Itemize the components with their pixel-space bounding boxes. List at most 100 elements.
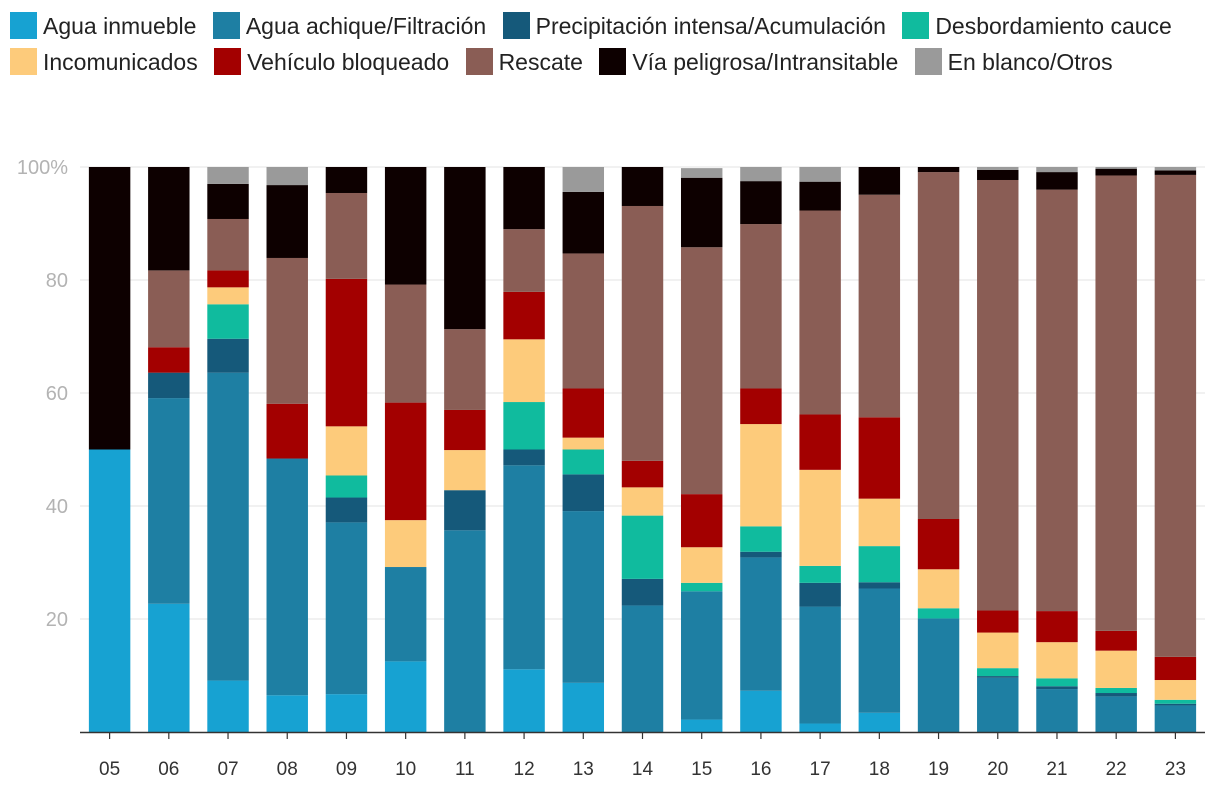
bar-segment <box>799 210 841 415</box>
bar-segment <box>740 424 782 527</box>
bar-segment <box>977 169 1019 180</box>
x-tick-label: 23 <box>1165 759 1186 780</box>
bar-segment <box>740 224 782 389</box>
x-tick-label: 18 <box>869 759 890 780</box>
bar-segment <box>1095 168 1137 176</box>
bar-segment <box>1036 678 1078 687</box>
x-tick-label: 08 <box>277 759 298 780</box>
bar-segment <box>621 578 664 606</box>
bar-segment <box>384 520 427 568</box>
bar-segment <box>680 719 723 732</box>
x-tick-label: 06 <box>158 759 179 780</box>
bar-segment <box>977 179 1019 611</box>
x-tick-label: 21 <box>1046 759 1067 780</box>
bar-segment <box>207 287 249 305</box>
bar-segment <box>1154 703 1197 706</box>
bar-segment <box>740 557 782 691</box>
bar-segment <box>1036 172 1078 190</box>
bar-segment <box>680 582 723 592</box>
x-tick-label: 05 <box>99 759 120 780</box>
bar-segment <box>444 450 486 491</box>
legend-label: Incomunicados <box>43 49 198 75</box>
bar-segment <box>680 494 723 548</box>
x-axis-ticks: 05 06 07 08 09 10 11 12 13 14 15 16 17 18 19 20 21 22 23 <box>99 759 1186 780</box>
bar-segment <box>621 515 664 579</box>
bar-segment <box>325 475 368 498</box>
bar-segment <box>1095 630 1137 651</box>
bar-segment <box>1154 699 1197 704</box>
bar-segment <box>503 669 545 732</box>
bar-segment <box>1036 686 1078 690</box>
bar-segment <box>799 414 841 470</box>
legend-item: Precipitación intensa/Acumulación <box>502 12 886 39</box>
bar-segment <box>266 257 308 404</box>
bar-segment <box>799 469 841 566</box>
bar-segment <box>680 547 723 583</box>
x-tick-label: 16 <box>750 759 771 780</box>
bar-segment <box>148 347 190 373</box>
y-tick-label: 20 <box>46 609 68 631</box>
legend-item: Vía peligrosa/Intransitable <box>599 48 898 75</box>
bar-segment <box>207 680 249 732</box>
bar-segment <box>799 181 841 211</box>
legend-swatch <box>599 48 627 75</box>
bar-segment <box>325 522 368 695</box>
bar-segment <box>444 329 486 410</box>
bar-segment <box>621 487 664 516</box>
y-tick-label: 60 <box>46 383 68 405</box>
legend-label: Agua inmueble <box>43 13 197 39</box>
bar-segment <box>977 668 1019 677</box>
bar-segment <box>858 194 901 418</box>
bar-segment <box>444 167 486 330</box>
bar-segment <box>266 695 308 732</box>
bar-segment <box>1095 693 1137 697</box>
bar-segment <box>1036 642 1078 679</box>
x-tick-label: 20 <box>987 759 1008 780</box>
bar-segment <box>207 218 249 271</box>
bar-segment <box>917 569 960 609</box>
bar-segment <box>562 388 605 438</box>
bar-segment <box>680 168 723 178</box>
bar-segment <box>384 567 427 662</box>
bar-segment <box>1036 611 1078 643</box>
legend-swatch <box>214 48 242 75</box>
legend-label: Agua achique/Filtración <box>245 13 487 39</box>
bar-segment <box>1154 170 1197 175</box>
bar-segment <box>740 551 782 558</box>
bar-segment <box>562 474 605 512</box>
bar-segment <box>1095 687 1137 694</box>
bar-segment <box>562 167 605 192</box>
bar-segment <box>207 167 249 184</box>
bar-segment <box>977 676 1019 678</box>
legend-swatch <box>10 48 37 75</box>
bar-segment <box>917 167 960 173</box>
legend-swatch <box>902 12 930 39</box>
bar-segment <box>917 172 960 519</box>
bar-segment <box>917 518 960 570</box>
bar-segment <box>680 591 723 720</box>
y-axis-ticks: 20 40 60 80 100% <box>17 157 68 631</box>
legend-item: En blanco/Otros <box>914 48 1113 75</box>
bar-segment <box>207 270 249 288</box>
legend-swatch <box>465 48 493 75</box>
bars <box>88 167 1197 732</box>
bar-segment <box>384 284 427 403</box>
bar-segment <box>621 167 664 206</box>
bar-segment <box>325 167 368 193</box>
y-tick-label: 80 <box>46 270 68 292</box>
x-tick-label: 13 <box>573 759 594 780</box>
bar-segment <box>325 694 368 732</box>
legend-label: Desbordamiento cauce <box>935 13 1172 39</box>
bar-segment <box>444 409 486 451</box>
x-tick-label: 19 <box>928 759 949 780</box>
bar-segment <box>562 253 605 389</box>
bar-segment <box>799 606 841 724</box>
bar-segment <box>444 490 486 531</box>
bar-segment <box>858 417 901 499</box>
legend-item: Rescate <box>465 48 583 75</box>
bar-segment <box>858 167 901 195</box>
bar-segment <box>1154 174 1197 657</box>
x-tick-label: 12 <box>514 759 535 780</box>
legend-item: Desbordamiento cauce <box>902 12 1172 39</box>
bar-segment <box>503 229 545 292</box>
